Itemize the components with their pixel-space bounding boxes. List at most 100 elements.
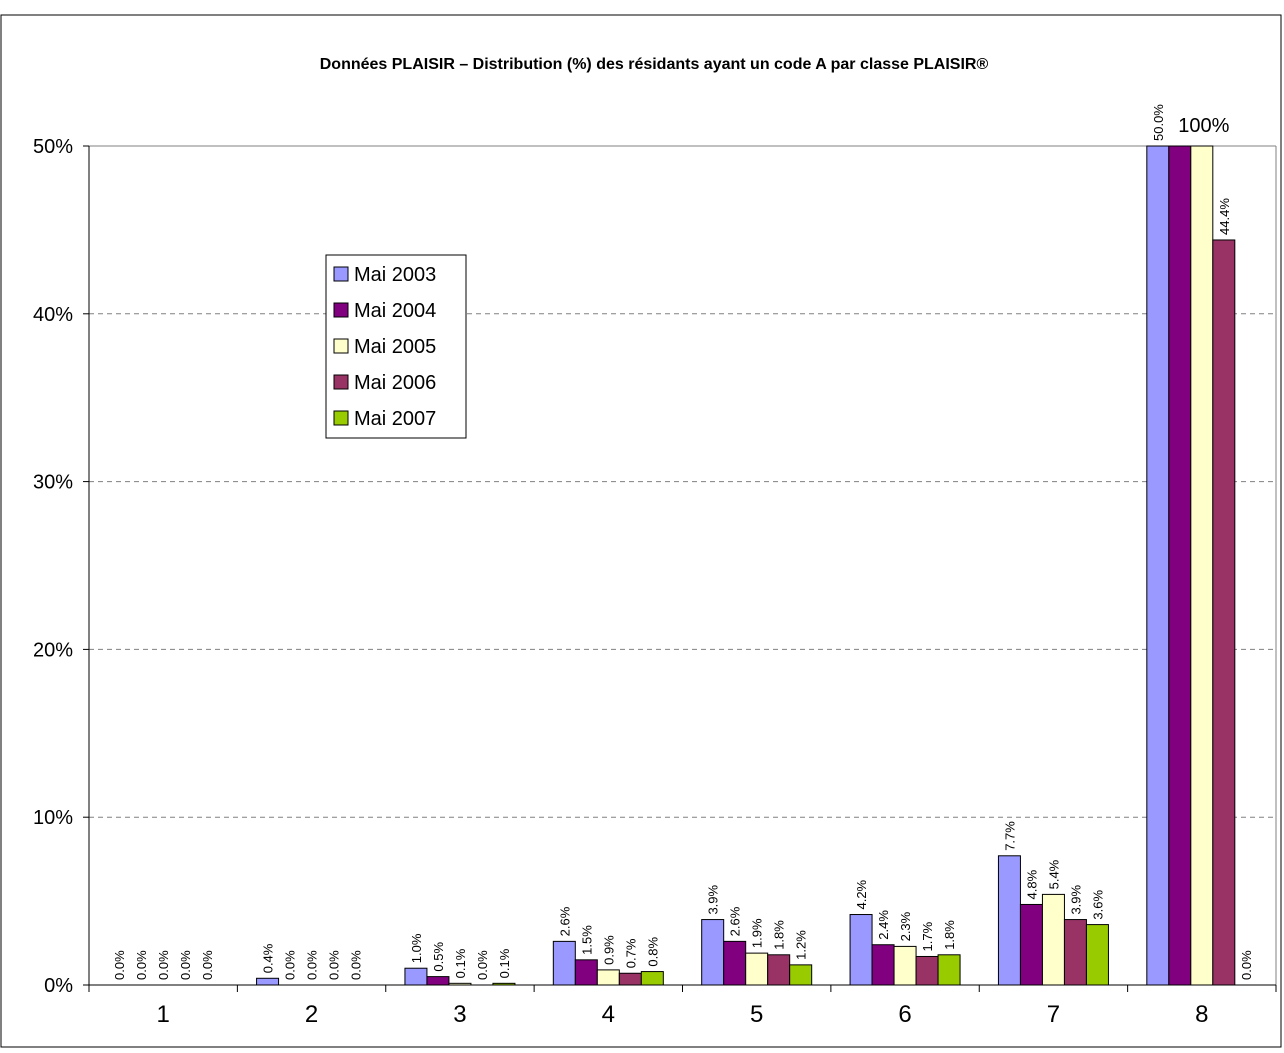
legend-box	[325, 254, 467, 439]
data-label: 0.9%	[601, 935, 616, 965]
x-tick-label: 5	[750, 1001, 763, 1028]
data-label: 0.0%	[112, 950, 127, 980]
data-label: 44.4%	[1217, 198, 1232, 235]
bar-mai-2004-cat-8	[1168, 145, 1192, 986]
bar-mai-2003-cat-8	[1146, 145, 1170, 986]
data-label: 50.0%	[1151, 104, 1166, 141]
data-label: 3.6%	[1090, 890, 1105, 920]
data-label: 3.9%	[706, 884, 721, 914]
bar-mai-2006-cat-7	[1063, 919, 1087, 986]
x-tick-label: 1	[157, 1001, 170, 1028]
bar-mai-2003-cat-4	[552, 940, 576, 986]
data-label: 0.0%	[1239, 950, 1254, 980]
y-tick-label: 20%	[33, 639, 73, 661]
data-label: 0.0%	[200, 950, 215, 980]
legend-swatch	[333, 374, 349, 390]
legend-label: Mai 2003	[354, 264, 436, 286]
data-label: 5.4%	[1046, 859, 1061, 889]
legend-swatch	[333, 338, 349, 354]
data-label: 0.0%	[283, 950, 298, 980]
x-tick-label: 4	[602, 1001, 615, 1028]
data-label: 4.8%	[1024, 869, 1039, 899]
legend-label: Mai 2005	[354, 336, 436, 358]
data-labels: 0.0% 0.4% 1.0% 2.6% 3.9% 4.2% 7.7% 50.0% 0.0% 0.0…	[112, 104, 1254, 980]
x-tick-label: 3	[453, 1001, 466, 1028]
bar-mai-2003-cat-6	[849, 914, 873, 986]
bar-mai-2003-cat-3	[404, 967, 428, 986]
y-tick-label: 40%	[33, 304, 73, 326]
data-label: 7.7%	[1002, 821, 1017, 851]
data-label: 1.8%	[772, 920, 787, 950]
grid-lines	[89, 145, 1277, 985]
data-label: 1.9%	[750, 918, 765, 948]
bar-mai-2007-cat-4	[640, 971, 664, 986]
data-label: 3.9%	[1068, 884, 1083, 914]
y-tick-label: 10%	[33, 807, 73, 829]
data-label: 0.5%	[431, 942, 446, 972]
data-label: 1.0%	[409, 933, 424, 963]
bar-mai-2007-cat-7	[1085, 924, 1109, 986]
data-label: 0.1%	[497, 948, 512, 978]
legend-swatch	[333, 266, 349, 282]
legend-label: Mai 2004	[354, 300, 436, 322]
data-label: 1.5%	[579, 925, 594, 955]
bar-mai-2003-cat-5	[701, 919, 725, 986]
chart-title: Données PLAISIR – Distribution (%) des r…	[320, 56, 989, 73]
y-tick-label: 30%	[33, 472, 73, 494]
legend-swatch	[333, 410, 349, 426]
data-label: 0.1%	[453, 948, 468, 978]
bar-mai-2005-cat-7	[1041, 893, 1065, 986]
data-label: 0.8%	[645, 937, 660, 967]
chart-border	[0, 14, 1282, 1048]
bar-mai-2007-cat-5	[789, 964, 813, 986]
x-tick-label: 6	[898, 1001, 911, 1028]
data-label: 0.0%	[349, 950, 364, 980]
bar-mai-2005-cat-8	[1190, 145, 1214, 986]
bar-mai-2004-cat-5	[723, 940, 747, 986]
data-label: 1.7%	[920, 921, 935, 951]
bar-mai-2003-cat-7	[997, 855, 1021, 986]
bar-mai-2005-cat-4	[596, 969, 620, 986]
data-label: 0.0%	[156, 950, 171, 980]
data-label: 2.3%	[898, 911, 913, 941]
bar-mai-2004-cat-6	[871, 944, 895, 986]
data-label: 2.6%	[557, 906, 572, 936]
legend-label: Mai 2007	[354, 408, 436, 430]
data-label: 0.0%	[305, 950, 320, 980]
bar-mai-2007-cat-6	[937, 954, 961, 986]
legend-swatch	[333, 302, 349, 318]
bar-mai-2004-cat-7	[1019, 903, 1043, 986]
y-tick-label: 50%	[33, 136, 73, 158]
data-label: 0.4%	[261, 943, 276, 973]
bar-mai-2006-cat-4	[618, 972, 642, 986]
annotation-label: 100%	[1178, 115, 1229, 137]
data-label: 4.2%	[854, 879, 869, 909]
x-tick-label: 8	[1195, 1001, 1208, 1028]
bar-mai-2005-cat-5	[745, 952, 769, 986]
bar-mai-2005-cat-6	[893, 945, 917, 986]
bar-mai-2006-cat-8	[1212, 239, 1236, 986]
data-label: 1.2%	[794, 930, 809, 960]
bar-mai-2006-cat-5	[767, 954, 791, 986]
data-label: 0.7%	[623, 938, 638, 968]
data-label: 2.6%	[728, 906, 743, 936]
bar-mai-2006-cat-6	[915, 955, 939, 986]
y-tick-label: 0%	[44, 975, 73, 997]
data-label: 0.0%	[327, 950, 342, 980]
bar-mai-2004-cat-3	[426, 976, 450, 986]
data-label: 0.0%	[475, 950, 490, 980]
data-label: 0.0%	[178, 950, 193, 980]
bar-mai-2004-cat-4	[574, 959, 598, 986]
data-label: 2.4%	[876, 910, 891, 940]
axes: 0% 10% 20% 30% 40% 50% 1 2 3 4 5 6 7 8	[33, 136, 1277, 1028]
bar-mai-2003-cat-2	[256, 977, 280, 986]
data-label: 0.0%	[134, 950, 149, 980]
bars	[256, 145, 1236, 986]
legend: Mai 2003 Mai 2004 Mai 2005 Mai 2006 Mai 2007	[325, 254, 467, 439]
x-tick-label: 7	[1047, 1001, 1060, 1028]
data-label: 1.8%	[942, 920, 957, 950]
legend-label: Mai 2006	[354, 372, 436, 394]
x-tick-label: 2	[305, 1001, 318, 1028]
